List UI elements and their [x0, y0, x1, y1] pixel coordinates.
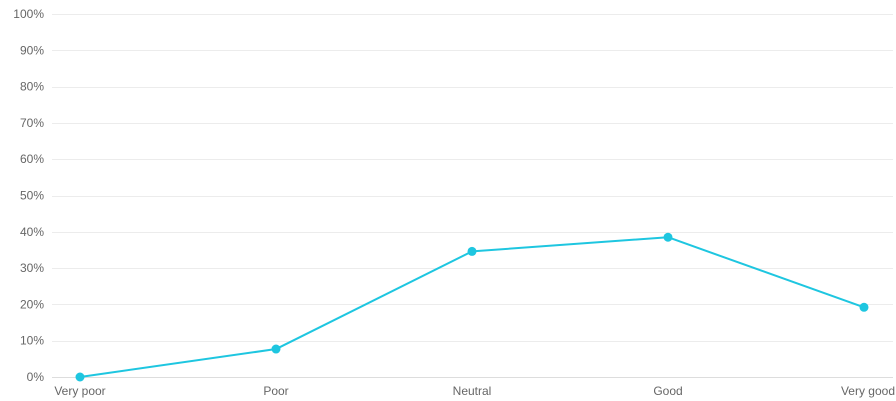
series-group	[75, 232, 869, 382]
y-tick-label: 40%	[20, 225, 44, 239]
y-tick-label: 20%	[20, 297, 44, 311]
x-tick-label: Very good	[841, 384, 895, 398]
x-tick-label: Very poor	[54, 384, 105, 398]
x-axis: Very poor Poor Neutral Good Very good	[54, 384, 895, 398]
y-tick-label: 30%	[20, 261, 44, 275]
y-tick-label: 60%	[20, 152, 44, 166]
y-tick-label: 90%	[20, 43, 44, 57]
series-line	[79, 236, 865, 378]
y-tick-label: 70%	[20, 116, 44, 130]
x-tick-label: Good	[653, 384, 682, 398]
y-tick-label: 0%	[27, 370, 45, 384]
data-point[interactable]	[271, 344, 281, 354]
y-tick-label: 80%	[20, 80, 44, 94]
y-tick-label: 100%	[13, 7, 44, 21]
data-point[interactable]	[75, 372, 85, 382]
data-point[interactable]	[859, 302, 869, 312]
grid-lines	[52, 14, 893, 378]
x-tick-label: Neutral	[453, 384, 492, 398]
y-tick-label: 50%	[20, 189, 44, 203]
data-point[interactable]	[467, 246, 477, 256]
data-point[interactable]	[663, 232, 673, 242]
x-tick-label: Poor	[263, 384, 288, 398]
y-axis: 0% 10% 20% 30% 40% 50% 60% 70% 80% 90% 100%	[13, 7, 44, 384]
y-tick-label: 10%	[20, 334, 44, 348]
